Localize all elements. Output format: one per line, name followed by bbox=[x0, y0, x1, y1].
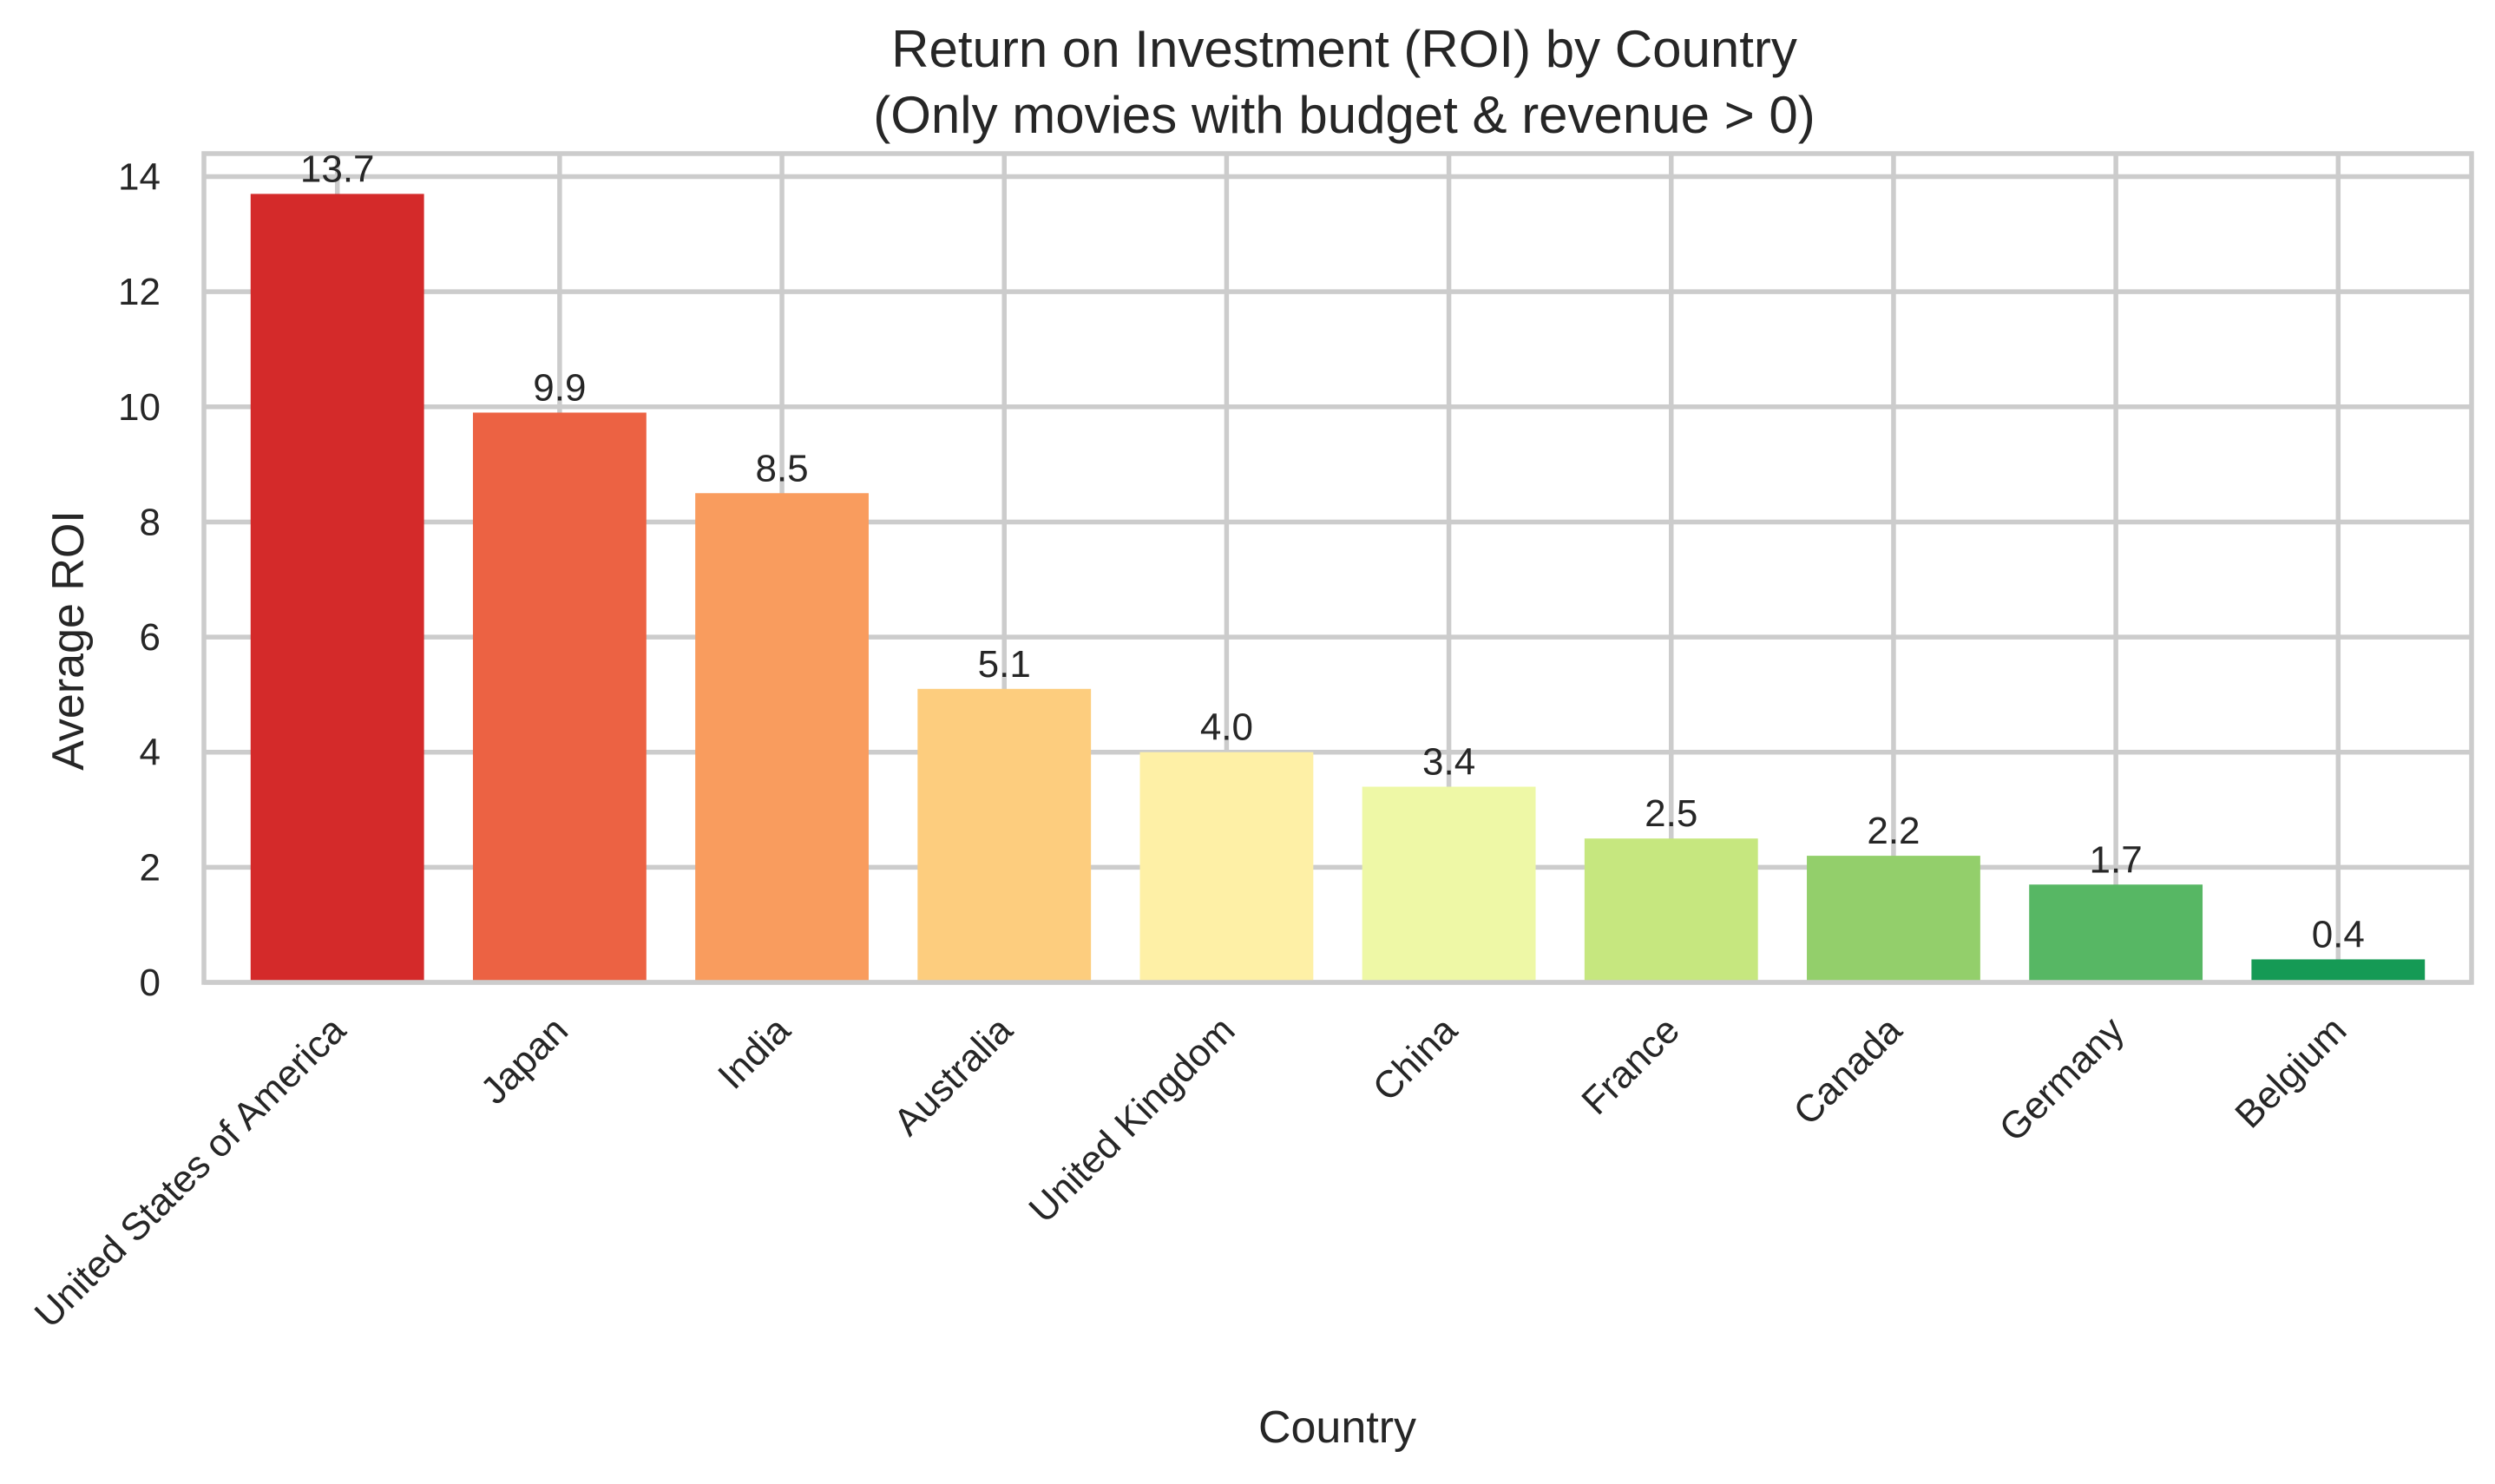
x-tick-label: United Kingdom bbox=[1021, 1008, 1243, 1231]
x-tick-label: Germany bbox=[1992, 1008, 2133, 1150]
bar bbox=[1584, 838, 1758, 982]
chart-title: Return on Investment (ROI) by Country bbox=[891, 20, 1797, 78]
x-tick-label: Canada bbox=[1785, 1008, 1910, 1133]
x-tick-label: United States of America bbox=[27, 1008, 354, 1336]
data-label: 2.5 bbox=[1645, 792, 1697, 835]
data-label: 1.7 bbox=[2090, 838, 2143, 881]
data-label: 8.5 bbox=[755, 447, 808, 489]
bar-layer bbox=[250, 194, 2426, 983]
x-tick-label: France bbox=[1573, 1008, 1687, 1122]
bar bbox=[1807, 856, 1980, 982]
x-tick-label: Belgium bbox=[2227, 1008, 2354, 1136]
y-tick-label: 8 bbox=[140, 501, 161, 543]
data-label: 0.4 bbox=[2312, 913, 2365, 955]
bar bbox=[2029, 884, 2203, 982]
y-tick-label: 12 bbox=[118, 271, 161, 313]
data-label: 13.7 bbox=[300, 148, 375, 190]
x-axis-label: Country bbox=[1258, 1402, 1416, 1453]
bar bbox=[1139, 752, 1314, 982]
data-label: 5.1 bbox=[978, 643, 1031, 686]
data-label-layer: 13.7 9.9 8.5 5.1 4.0 3.4 2.5 2.2 1.7 0.4 bbox=[300, 148, 2365, 955]
data-label: 4.0 bbox=[1200, 706, 1253, 749]
x-tick-label: China bbox=[1365, 1008, 1466, 1109]
y-tick-label: 2 bbox=[140, 846, 161, 889]
y-tick-label: 4 bbox=[140, 732, 161, 774]
bar bbox=[1362, 786, 1536, 982]
x-tick-label: India bbox=[710, 1008, 798, 1097]
bar bbox=[695, 493, 869, 982]
x-tick-label: Japan bbox=[473, 1008, 576, 1112]
y-tick-label: 0 bbox=[140, 962, 161, 1004]
y-tick-label: 14 bbox=[118, 156, 161, 199]
data-label: 9.9 bbox=[533, 366, 586, 409]
y-tick-label: 6 bbox=[140, 616, 161, 659]
plot-frame bbox=[201, 151, 2474, 985]
text-layer: Return on Investment (ROI) by Country (O… bbox=[43, 20, 1815, 1453]
y-tick-label: 10 bbox=[118, 386, 161, 429]
data-label: 2.2 bbox=[1867, 810, 1920, 852]
bar bbox=[2251, 959, 2426, 982]
x-tick-label: Australia bbox=[886, 1008, 1021, 1144]
y-axis-label: Average ROI bbox=[43, 510, 94, 771]
bar bbox=[472, 412, 647, 982]
data-label: 3.4 bbox=[1422, 741, 1475, 784]
chart-subtitle: (Only movies with budget & revenue > 0) bbox=[873, 86, 1815, 144]
bar bbox=[250, 194, 424, 983]
bar bbox=[917, 688, 1092, 982]
